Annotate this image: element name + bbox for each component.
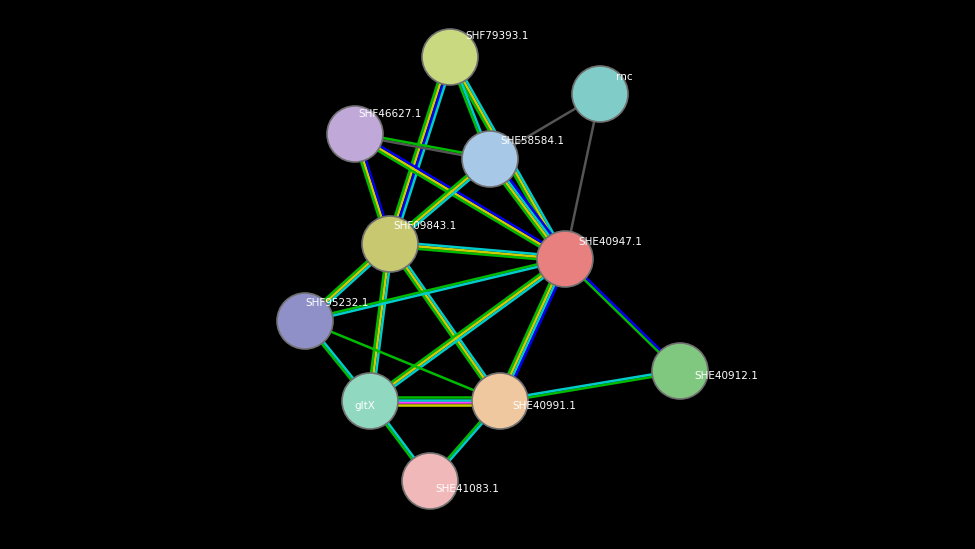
Ellipse shape xyxy=(422,29,478,85)
Text: SHF79393.1: SHF79393.1 xyxy=(465,31,528,41)
Text: SHE40991.1: SHE40991.1 xyxy=(512,401,576,411)
Ellipse shape xyxy=(327,106,383,162)
Ellipse shape xyxy=(652,343,708,399)
Ellipse shape xyxy=(402,453,458,509)
Ellipse shape xyxy=(572,66,628,122)
Text: SHE58584.1: SHE58584.1 xyxy=(500,136,564,146)
Text: SHF09843.1: SHF09843.1 xyxy=(393,221,456,231)
Text: rnc: rnc xyxy=(616,72,633,82)
Text: SHE41083.1: SHE41083.1 xyxy=(435,484,499,494)
Text: SHF46627.1: SHF46627.1 xyxy=(358,109,421,119)
Ellipse shape xyxy=(342,373,398,429)
Ellipse shape xyxy=(472,373,528,429)
Text: SHF95232.1: SHF95232.1 xyxy=(305,298,369,308)
Text: gltX: gltX xyxy=(354,401,374,411)
Text: SHE40912.1: SHE40912.1 xyxy=(694,371,758,381)
Ellipse shape xyxy=(362,216,418,272)
Text: SHE40947.1: SHE40947.1 xyxy=(578,237,642,247)
Ellipse shape xyxy=(537,231,593,287)
Ellipse shape xyxy=(277,293,333,349)
Ellipse shape xyxy=(462,131,518,187)
